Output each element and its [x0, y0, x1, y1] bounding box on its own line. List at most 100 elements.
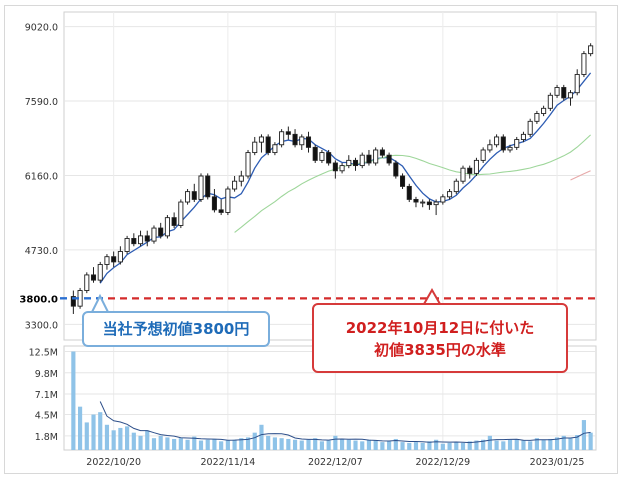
candle-body [198, 175, 204, 200]
candle-body [258, 136, 264, 143]
candle-body [494, 136, 500, 146]
volume-bar [131, 432, 136, 450]
volume-bar [534, 438, 539, 450]
volume-bar [77, 406, 83, 450]
candle-body [487, 144, 493, 151]
callout-red-line1: 2022年10月12日に付いた [345, 319, 535, 337]
volume-bar [528, 441, 533, 450]
candle-body [400, 175, 406, 187]
volume-bar [145, 430, 150, 450]
volume-bar [232, 439, 237, 450]
volume-bar [548, 438, 553, 450]
candle-body [97, 264, 103, 281]
volume-bar [292, 439, 298, 450]
volume-bar [205, 439, 210, 450]
candle-body [520, 133, 526, 141]
candle-body [131, 238, 137, 245]
volume-bar [413, 442, 419, 450]
price-tick-label: 4730.0 [25, 246, 58, 257]
volume-bar [98, 412, 103, 450]
volume-bar [313, 438, 318, 450]
candle-body [352, 159, 359, 167]
candle-body [547, 94, 553, 109]
moving-average-25 [234, 134, 591, 233]
candle-body [554, 87, 560, 96]
volume-bar [380, 442, 385, 450]
candle-body [178, 201, 184, 226]
volume-bar [259, 424, 264, 450]
volume-bar [279, 438, 284, 450]
volume-bar [339, 438, 345, 450]
candle-body [205, 175, 211, 198]
candle-body [70, 296, 76, 307]
volume-tick-label: 4.5M [35, 411, 58, 422]
volume-bar [507, 439, 513, 450]
candle-body [319, 152, 325, 161]
candle-body [292, 133, 298, 146]
volume-bar [366, 439, 372, 450]
candle-body [413, 198, 419, 203]
volume-bar [487, 435, 492, 450]
date-tick-label: 2022/12/07 [308, 457, 363, 468]
volume-bar [333, 435, 338, 450]
candle-body [581, 53, 587, 75]
candle-body [541, 107, 547, 114]
candle-body [111, 256, 117, 263]
date-tick-label: 2023/01/25 [530, 457, 585, 468]
volume-bar [151, 438, 157, 450]
price-tick-label: 3300.0 [25, 320, 58, 331]
volume-bar [165, 437, 170, 450]
volume-bar [474, 440, 479, 450]
callout-first-price-level: 2022年10月12日に付いた 初値3835円の水準 [312, 303, 568, 373]
volume-bar [481, 439, 486, 450]
volume-bar [434, 439, 439, 450]
candle-body [433, 201, 439, 206]
volume-bar [306, 439, 311, 450]
volume-average-path [99, 401, 591, 444]
volume-bar [400, 442, 405, 450]
candle-body [232, 180, 238, 190]
date-tick-label: 2022/12/29 [415, 457, 470, 468]
candle-body [124, 238, 130, 252]
candlesticks [70, 43, 594, 314]
candle-body [332, 162, 338, 172]
volume-tick-label: 1.8M [35, 432, 58, 443]
candle-body [480, 149, 486, 161]
volume-bar [91, 414, 96, 450]
volume-bar [125, 426, 130, 450]
reference-level-label: 3800.0 [19, 294, 58, 305]
volume-bar [71, 351, 76, 450]
candle-body [527, 120, 533, 135]
volume-bar [360, 441, 365, 450]
candle-body [453, 180, 459, 193]
candle-body [164, 217, 170, 237]
candle-body [420, 201, 426, 204]
candle-body [561, 87, 567, 99]
candle-body [90, 274, 97, 281]
volume-bar [393, 438, 398, 450]
candle-body [265, 136, 271, 154]
volume-bar [454, 442, 459, 450]
volume-bar [521, 440, 526, 450]
volume-tick-label: 12.5M [29, 348, 58, 359]
volume-bar [266, 435, 271, 450]
date-tick-label: 2022/10/20 [86, 457, 141, 468]
candle-body [218, 209, 224, 213]
candle-body [393, 162, 399, 177]
volume-bar [588, 432, 593, 450]
candle-body [406, 185, 412, 200]
volume-bar [494, 440, 499, 450]
candle-body [500, 136, 506, 151]
volume-bar [212, 438, 217, 450]
volume-bar [239, 438, 244, 450]
callout-blue-text: 当社予想初値3800円 [102, 320, 250, 338]
candle-body [386, 154, 392, 164]
candle-body [171, 217, 177, 226]
volume-bar [319, 441, 325, 450]
candle-body [285, 131, 291, 135]
volume-bar [568, 438, 573, 450]
price-panel: 3300.0 4730.0 6160.0 7590.0 9020.0 3800.0 [19, 11, 597, 341]
volume-bar [440, 443, 445, 450]
volume-bar [427, 441, 432, 450]
date-tick-labels: 2022/10/20 2022/11/14 2022/12/07 2022/12/29… [86, 457, 584, 468]
